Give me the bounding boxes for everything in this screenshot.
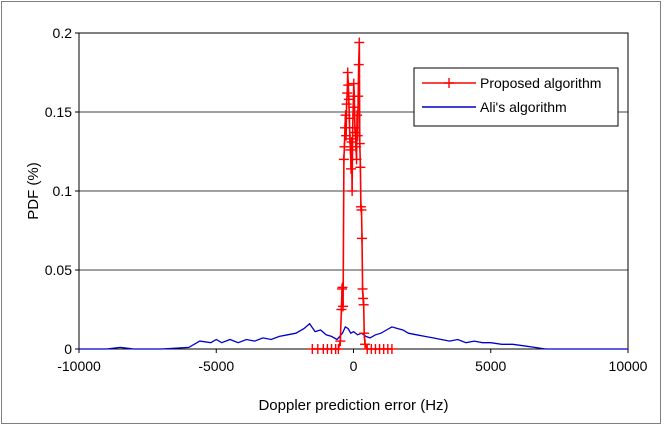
data-point-proposed-algorithm — [341, 99, 352, 110]
x-tick-label: 0 — [350, 358, 358, 374]
data-point-proposed-algorithm — [359, 328, 370, 339]
data-point-proposed-algorithm — [339, 141, 350, 152]
data-point-proposed-algorithm — [353, 91, 364, 102]
y-tick-label: 0.05 — [45, 262, 72, 278]
data-point-proposed-algorithm — [352, 110, 363, 121]
data-point-proposed-algorithm — [354, 138, 365, 149]
data-point-proposed-algorithm — [348, 102, 359, 113]
data-point-proposed-algorithm — [338, 154, 349, 165]
data-point-proposed-algorithm — [342, 67, 353, 78]
y-tick-label: 0.2 — [53, 25, 73, 41]
data-point-proposed-algorithm — [351, 154, 362, 165]
x-tick-label: -5000 — [198, 358, 234, 374]
y-tick-label: 0.15 — [45, 104, 72, 120]
data-point-proposed-algorithm — [343, 80, 354, 91]
data-point-proposed-algorithm — [335, 336, 346, 347]
data-point-proposed-algorithm — [343, 94, 354, 105]
data-point-proposed-algorithm — [358, 299, 369, 310]
data-point-proposed-algorithm — [386, 344, 397, 354]
legend-label-proposed-algorithm: Proposed algorithm — [480, 75, 601, 91]
data-point-proposed-algorithm — [346, 163, 357, 174]
legend-label-ali-s-algorithm: Ali's algorithm — [480, 99, 567, 115]
data-point-proposed-algorithm — [353, 59, 364, 70]
data-point-proposed-algorithm — [337, 282, 348, 293]
y-tick-label: 0.1 — [53, 183, 73, 199]
data-point-proposed-algorithm — [344, 113, 355, 124]
data-point-proposed-algorithm — [338, 301, 349, 312]
y-tick-label: 0 — [64, 341, 72, 357]
data-point-proposed-algorithm — [357, 283, 368, 294]
series-layer — [79, 37, 628, 354]
x-tick-label: -10000 — [57, 358, 101, 374]
data-point-proposed-algorithm — [345, 144, 356, 155]
data-point-proposed-algorithm — [360, 339, 371, 350]
x-axis-title: Doppler prediction error (Hz) — [258, 397, 448, 414]
x-tick-label: 10000 — [609, 358, 648, 374]
legend-box — [413, 67, 619, 127]
data-point-proposed-algorithm — [348, 78, 359, 89]
series-line-ali-s-algorithm — [79, 322, 628, 350]
legend: Proposed algorithm Ali's algorithm — [413, 67, 619, 127]
data-point-proposed-algorithm — [342, 88, 353, 99]
data-point-proposed-algorithm — [346, 137, 357, 148]
data-point-proposed-algorithm — [354, 37, 365, 48]
data-point-proposed-algorithm — [352, 130, 363, 141]
y-axis-title: PDF (%) — [25, 162, 42, 220]
data-point-proposed-algorithm — [356, 204, 367, 215]
data-point-proposed-algorithm — [347, 186, 358, 196]
tick-layer: 0 0.05 0.1 0.15 0.2 -10000 -5000 0 5000 10000 — [45, 25, 648, 374]
data-point-proposed-algorithm — [357, 233, 368, 244]
x-tick-label: 5000 — [475, 358, 506, 374]
data-point-proposed-algorithm — [333, 344, 344, 354]
data-point-proposed-algorithm — [355, 162, 366, 173]
